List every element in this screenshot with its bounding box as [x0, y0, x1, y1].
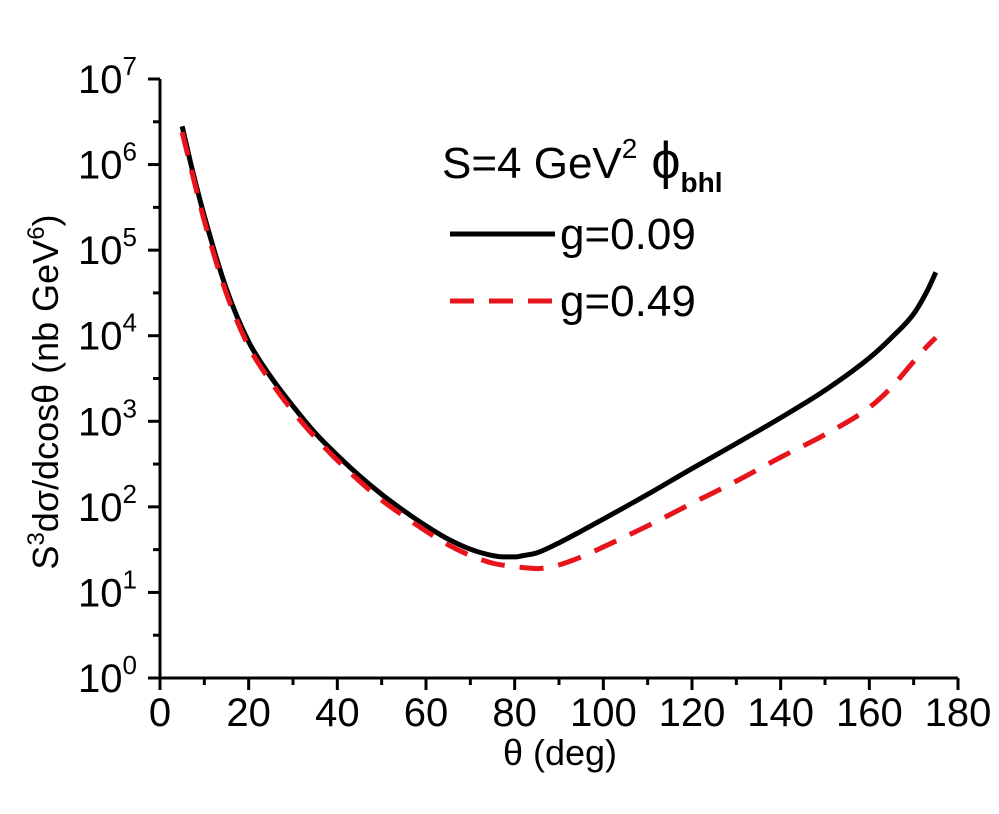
series-layer [179, 125, 939, 572]
x-tick-label: 80 [492, 691, 537, 735]
legend-title: S=4 GeV2 ϕbhl [442, 132, 722, 198]
y-tick-label: 105 [78, 222, 137, 273]
x-tick-label: 180 [925, 691, 992, 735]
x-axis-title: θ (deg) [503, 732, 617, 773]
y-tick-label: 100 [78, 650, 137, 701]
x-tick-label: 40 [315, 691, 360, 735]
y-tick-label: 102 [78, 479, 137, 530]
y-tick-label: 104 [78, 308, 137, 359]
legend-label-g-0-49: g=0.49 [560, 277, 696, 326]
y-axis-title: S3dσ/dcosθ (nb GeV6) [23, 214, 66, 569]
y-tick-label: 107 [78, 51, 137, 102]
legend: S=4 GeV2 ϕbhl g=0.09 g=0.49 [442, 132, 722, 326]
x-tick-label: 160 [836, 691, 903, 735]
y-tick-label: 106 [78, 137, 137, 188]
x-tick-label: 100 [570, 691, 637, 735]
x-tick-label: 120 [659, 691, 726, 735]
x-tick-label: 60 [404, 691, 449, 735]
y-tick-label: 103 [78, 393, 137, 444]
x-tick-label: 20 [226, 691, 271, 735]
y-tick-label: 101 [78, 564, 137, 615]
series-line-g-0-09 [179, 125, 939, 560]
series-line-g-0-49 [179, 131, 938, 572]
tick-label-layer: 0 20 40 60 80 100 120 140 160 180 100 101 102 103 104 1… [78, 51, 991, 735]
x-tick-label: 0 [149, 691, 171, 735]
x-tick-label: 140 [747, 691, 814, 735]
axes-layer [148, 77, 960, 690]
legend-label-g-0-09: g=0.09 [560, 210, 696, 259]
